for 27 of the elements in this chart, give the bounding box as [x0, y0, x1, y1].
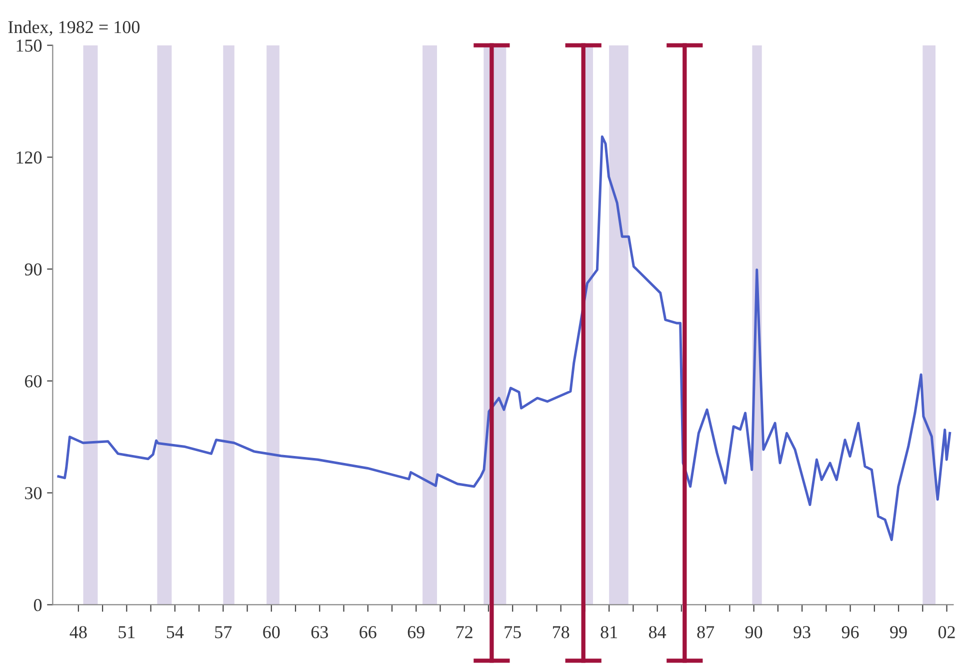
- y-tick-label: 150: [16, 40, 42, 52]
- x-tick-label: 02: [938, 626, 955, 638]
- x-tick-label: 99: [890, 626, 907, 638]
- x-tick-label: 72: [456, 626, 472, 638]
- x-tick-label: 54: [166, 626, 184, 638]
- x-tick-label: 63: [311, 626, 328, 638]
- y-axis-title: Index, 1982 = 100: [8, 20, 140, 36]
- x-tick-label: 87: [697, 626, 714, 638]
- x-tick-label: 84: [648, 626, 666, 638]
- x-tick-label: 78: [553, 626, 570, 638]
- x-tick-label: 81: [600, 626, 618, 638]
- x-tick-label: 75: [504, 626, 521, 638]
- x-tick-label: 69: [408, 626, 424, 638]
- x-tick-label: 57: [215, 626, 232, 638]
- y-tick-label: 0: [34, 598, 42, 612]
- x-tick-label: 96: [842, 626, 859, 638]
- x-tick-label: 51: [118, 626, 135, 638]
- x-tick-label: 60: [263, 626, 280, 638]
- y-tick-label: 120: [16, 151, 42, 164]
- y-tick-label: 90: [24, 263, 42, 276]
- x-tick-label: 48: [70, 626, 87, 638]
- y-tick-label: 30: [25, 487, 42, 500]
- line-series: [57, 135, 952, 542]
- x-tick-label: 66: [360, 626, 376, 638]
- x-tick-label: 90: [745, 626, 762, 638]
- y-tick-label: 60: [24, 375, 42, 388]
- x-tick-label: 93: [794, 626, 810, 638]
